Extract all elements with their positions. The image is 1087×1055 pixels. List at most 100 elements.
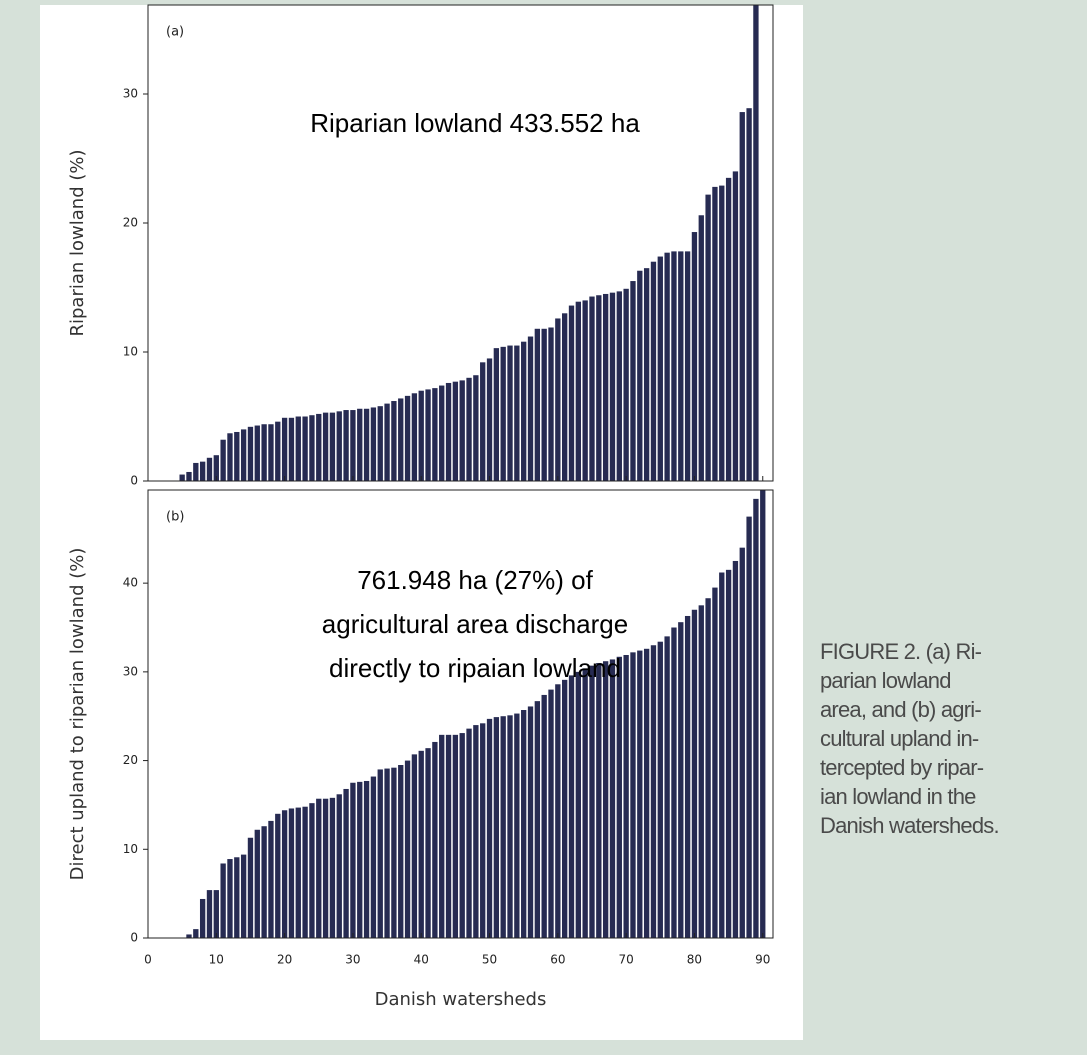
bar [459, 733, 465, 938]
x-tick-label: 60 [550, 953, 565, 967]
bar [678, 251, 684, 481]
y-axis-label: Direct upland to riparian lowland (%) [67, 548, 88, 881]
bar [398, 398, 404, 481]
x-axis-label: Danish watersheds [375, 989, 547, 1010]
bar [357, 408, 363, 481]
bar [384, 403, 390, 481]
bar [377, 406, 383, 481]
bar [684, 615, 691, 938]
bar [309, 415, 315, 481]
panel-label: (a) [166, 25, 184, 40]
axes-frame [147, 489, 774, 939]
bar [370, 407, 377, 481]
bar [350, 410, 356, 481]
bar [705, 598, 711, 938]
bar [541, 328, 547, 481]
bar [712, 587, 718, 938]
bar [746, 516, 752, 938]
bar [630, 652, 636, 938]
bar [357, 781, 363, 938]
y-tick-label: 10 [123, 345, 138, 359]
bar [562, 679, 568, 938]
bars [179, 5, 759, 481]
bar [698, 605, 704, 938]
bar [329, 797, 336, 938]
bar [630, 281, 636, 481]
bar [370, 776, 377, 938]
bar [507, 715, 513, 938]
bar [261, 826, 267, 938]
bar [609, 659, 616, 938]
bar [555, 684, 561, 938]
bar [398, 765, 404, 938]
bar [725, 569, 732, 938]
bar [343, 410, 349, 481]
bar [473, 375, 479, 481]
bar [671, 251, 677, 481]
bar [691, 232, 698, 481]
bar [616, 656, 622, 938]
caption-line: tercepted by ripar- [820, 755, 984, 780]
x-tick-label: 90 [755, 953, 770, 967]
bar [466, 377, 472, 481]
bar [548, 689, 554, 938]
bar [254, 425, 260, 481]
bar [281, 417, 288, 481]
x-tick-label: 40 [414, 953, 429, 967]
bar [732, 171, 739, 481]
bar [555, 318, 561, 481]
x-tick-label: 70 [619, 953, 634, 967]
bar [288, 417, 295, 481]
bar [186, 934, 192, 938]
caption-line: ian lowland in the [820, 784, 976, 809]
bar [596, 295, 602, 481]
y-tick-label: 40 [123, 576, 138, 590]
bar [295, 807, 301, 938]
bar [643, 648, 650, 938]
bar [309, 803, 315, 938]
bar [391, 401, 397, 481]
bar [363, 780, 370, 938]
y-tick-label: 20 [123, 753, 138, 767]
bar [486, 358, 493, 481]
bar [445, 734, 452, 938]
bar [377, 769, 383, 938]
bar [719, 572, 725, 938]
bar [486, 718, 493, 938]
bar [220, 439, 226, 481]
bar [732, 560, 739, 938]
bar [691, 609, 698, 938]
bar [295, 416, 301, 481]
bar [302, 416, 308, 481]
annotation: directly to ripaian lowland [329, 653, 621, 683]
bar [575, 671, 581, 938]
annotation: Riparian lowland 433.552 ha [310, 108, 640, 138]
bar [562, 313, 568, 481]
bar [275, 813, 281, 938]
bar [227, 433, 233, 481]
bar [712, 186, 718, 481]
bar [684, 251, 691, 481]
bar [213, 455, 219, 481]
bar [760, 490, 766, 938]
bar [657, 641, 663, 938]
bar [432, 388, 438, 481]
caption-line: area, and (b) agri- [820, 697, 981, 722]
bar [548, 327, 554, 481]
bar [322, 412, 329, 481]
bar [678, 622, 684, 938]
bar [739, 112, 745, 481]
bar [493, 348, 500, 481]
bar [609, 292, 616, 481]
bar [507, 345, 513, 481]
bar [404, 760, 411, 938]
bar [753, 498, 759, 938]
bar [527, 336, 534, 481]
bar [650, 261, 657, 481]
bar [698, 215, 704, 481]
bar [275, 421, 281, 481]
bar [268, 424, 274, 481]
bar [739, 547, 745, 938]
bar [439, 385, 445, 481]
